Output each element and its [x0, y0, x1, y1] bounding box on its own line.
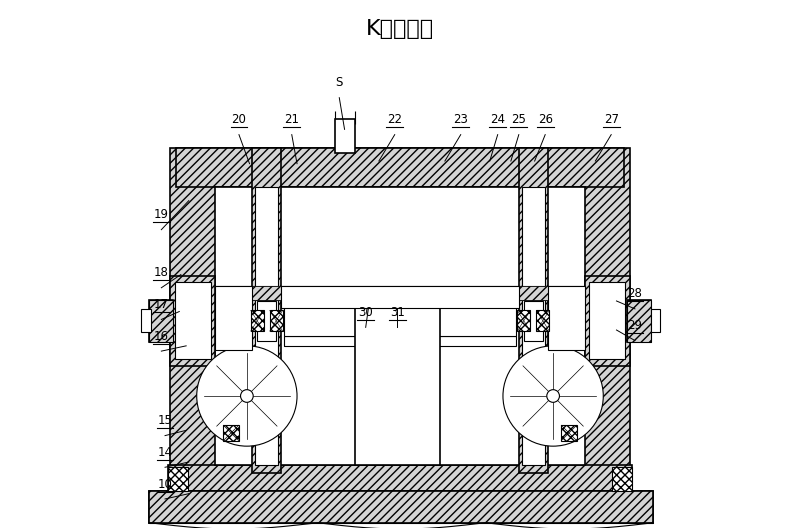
- Bar: [170, 148, 630, 473]
- Text: 29: 29: [627, 319, 642, 332]
- Text: 19: 19: [154, 208, 169, 221]
- Bar: [270, 310, 282, 332]
- Bar: [334, 119, 354, 153]
- Text: 25: 25: [511, 113, 526, 126]
- Bar: [176, 148, 625, 187]
- Text: 15: 15: [158, 414, 173, 427]
- Text: 18: 18: [154, 266, 169, 279]
- Text: 31: 31: [390, 306, 405, 319]
- Bar: [522, 187, 545, 465]
- Bar: [627, 300, 651, 342]
- Bar: [651, 309, 660, 333]
- Bar: [223, 425, 239, 441]
- Circle shape: [546, 390, 559, 402]
- Bar: [170, 276, 215, 366]
- Bar: [174, 282, 211, 360]
- Bar: [284, 336, 516, 346]
- Bar: [519, 286, 585, 300]
- Bar: [215, 286, 252, 350]
- Text: 28: 28: [627, 287, 642, 300]
- Bar: [258, 301, 276, 341]
- Bar: [518, 310, 530, 332]
- Bar: [149, 300, 173, 342]
- Bar: [627, 300, 651, 342]
- Bar: [589, 282, 626, 360]
- Bar: [548, 286, 585, 350]
- Text: 22: 22: [387, 113, 402, 126]
- Text: 30: 30: [358, 306, 373, 319]
- Text: K局部放大: K局部放大: [366, 19, 434, 39]
- Bar: [215, 286, 282, 300]
- Bar: [215, 286, 282, 300]
- Bar: [519, 286, 585, 300]
- Text: 21: 21: [284, 113, 299, 126]
- Bar: [536, 310, 550, 332]
- Bar: [282, 286, 519, 307]
- Bar: [519, 148, 548, 473]
- Bar: [612, 467, 632, 491]
- Bar: [250, 310, 264, 332]
- Circle shape: [197, 346, 297, 446]
- Bar: [255, 187, 278, 465]
- Bar: [142, 309, 150, 333]
- Text: 16: 16: [154, 329, 169, 343]
- Circle shape: [241, 390, 254, 402]
- Text: 17: 17: [154, 298, 169, 311]
- Bar: [252, 148, 282, 473]
- Bar: [284, 296, 516, 306]
- Bar: [561, 425, 577, 441]
- Text: 24: 24: [490, 113, 505, 126]
- Text: 10: 10: [158, 477, 173, 491]
- Circle shape: [503, 346, 603, 446]
- Bar: [524, 301, 542, 341]
- Bar: [284, 306, 516, 336]
- Bar: [149, 300, 173, 342]
- Text: 14: 14: [158, 446, 173, 459]
- Bar: [215, 187, 585, 465]
- Bar: [149, 491, 654, 523]
- Text: 27: 27: [604, 113, 618, 126]
- Bar: [168, 467, 188, 491]
- Bar: [585, 276, 630, 366]
- Text: 26: 26: [538, 113, 553, 126]
- Bar: [355, 305, 440, 465]
- Text: S: S: [335, 76, 343, 89]
- Text: 23: 23: [454, 113, 468, 126]
- Text: 20: 20: [231, 113, 246, 126]
- Bar: [168, 465, 632, 494]
- Bar: [149, 491, 654, 523]
